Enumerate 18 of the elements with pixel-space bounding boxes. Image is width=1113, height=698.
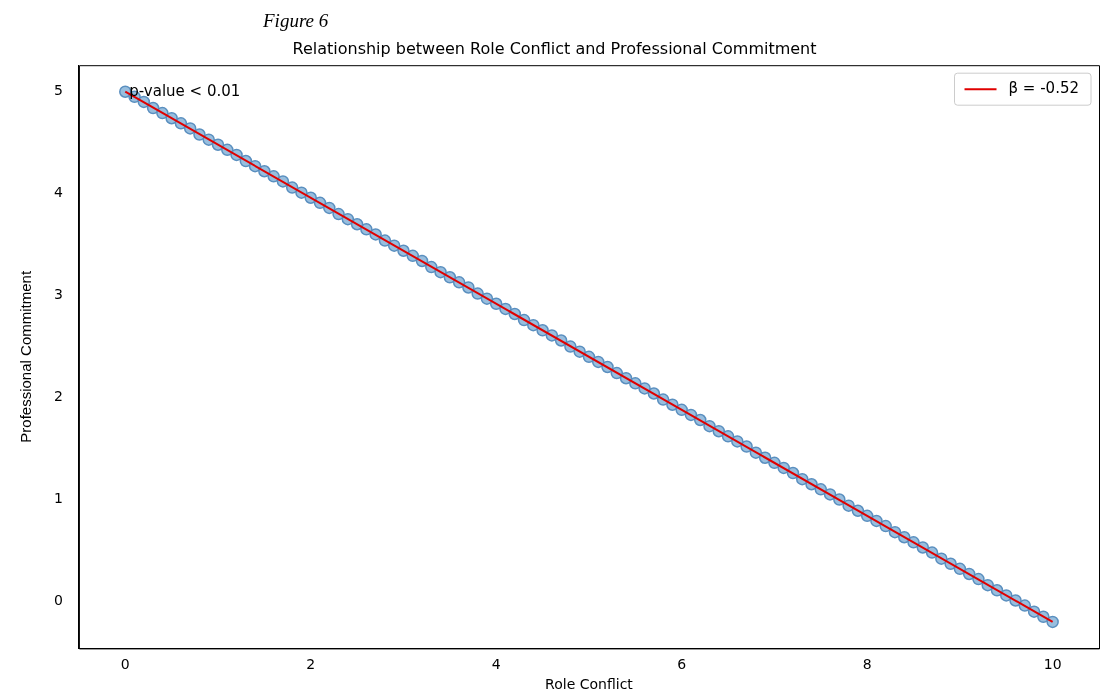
y-tick-label: 2 (53, 388, 63, 405)
y-tick-label: 5 (53, 82, 63, 99)
caption: Figure 6 (262, 10, 329, 31)
chart-title: Relationship between Role Conflict and Professional Commitment (292, 38, 817, 58)
y-tick-label: 4 (53, 184, 63, 201)
x-tick-label: 4 (491, 656, 501, 673)
y-tick-label: 1 (53, 490, 63, 507)
x-tick-label: 6 (677, 656, 687, 673)
x-axis-title: Role Conflict (545, 676, 634, 693)
x-tick-label: 10 (1043, 656, 1062, 673)
x-tick-label: 2 (306, 656, 316, 673)
y-tick-label: 3 (53, 286, 63, 303)
x-tick-label: 8 (862, 656, 872, 673)
legend-label: β = -0.52 (1008, 79, 1080, 98)
y-tick-label: 0 (53, 592, 63, 609)
annotation: p-value < 0.01 (129, 81, 241, 100)
x-tick-label: 0 (120, 656, 130, 673)
y-axis-title: Professional Commitment (17, 270, 35, 443)
